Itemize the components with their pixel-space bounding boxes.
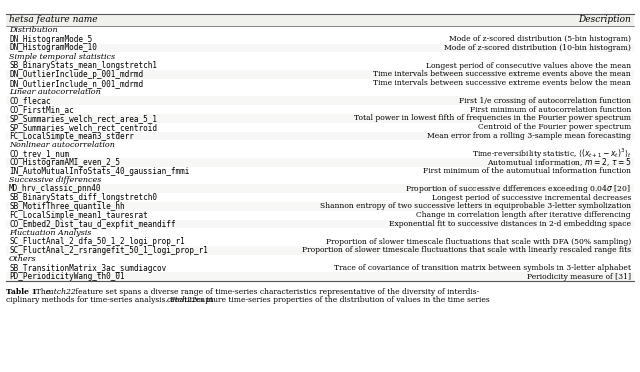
Text: Centroid of the Fourier power spectrum: Centroid of the Fourier power spectrum	[477, 123, 631, 131]
Text: PD_PeriodicityWang_th0_01: PD_PeriodicityWang_th0_01	[9, 272, 125, 281]
Text: ciplinary methods for time-series analysis. Features in: ciplinary methods for time-series analys…	[6, 296, 216, 304]
Bar	[6, 246, 634, 255]
Text: Description: Description	[579, 16, 631, 25]
Text: Linear autocorrelation: Linear autocorrelation	[9, 88, 100, 96]
Text: CO_flecac: CO_flecac	[9, 96, 51, 105]
Bar	[6, 96, 634, 105]
Text: Time intervals between successive extreme events above the mean: Time intervals between successive extrem…	[373, 70, 631, 78]
Text: FC_LocalSimple_mean1_tauresrat: FC_LocalSimple_mean1_tauresrat	[9, 211, 148, 220]
Text: Time intervals between successive extreme events below the mean: Time intervals between successive extrem…	[373, 79, 631, 87]
Text: hetsa feature name: hetsa feature name	[9, 16, 98, 25]
Text: DN_HistogramMode_10: DN_HistogramMode_10	[9, 44, 97, 52]
Text: CO_FirstMin_ac: CO_FirstMin_ac	[9, 105, 74, 114]
Text: CO_HistogramAMI_even_2_5: CO_HistogramAMI_even_2_5	[9, 158, 120, 167]
Text: DN_OutlierInclude_n_001_mdrmd: DN_OutlierInclude_n_001_mdrmd	[9, 79, 143, 88]
Text: Mode of z-scored distribution (5-bin histogram): Mode of z-scored distribution (5-bin his…	[449, 35, 631, 43]
Bar	[6, 202, 634, 211]
Text: Longest period of successive incremental decreases: Longest period of successive incremental…	[431, 193, 631, 202]
Text: Shannon entropy of two successive letters in equiprobable 3-letter symbolization: Shannon entropy of two successive letter…	[320, 202, 631, 211]
Text: Mode of z-scored distribution (10-bin histogram): Mode of z-scored distribution (10-bin hi…	[444, 44, 631, 52]
Text: Simple temporal statistics: Simple temporal statistics	[9, 53, 115, 61]
Text: Exponential fit to successive distances in 2-d embedding space: Exponential fit to successive distances …	[389, 220, 631, 228]
Text: Proportion of successive differences exceeding 0.04$\sigma$ [20]: Proportion of successive differences exc…	[405, 183, 631, 195]
Text: catch22: catch22	[167, 296, 198, 304]
Text: Table 1: Table 1	[6, 288, 37, 296]
Text: First minimum of autocorrelation function: First minimum of autocorrelation functio…	[470, 106, 631, 113]
Bar	[6, 14, 634, 26]
Text: The: The	[31, 288, 52, 296]
Text: Periodicity measure of [31]: Periodicity measure of [31]	[527, 273, 631, 281]
Text: DN_OutlierInclude_p_001_mdrmd: DN_OutlierInclude_p_001_mdrmd	[9, 70, 143, 79]
Text: First 1/e crossing of autocorrelation function: First 1/e crossing of autocorrelation fu…	[459, 97, 631, 105]
Bar	[6, 114, 634, 123]
Text: feature set spans a diverse range of time-series characteristics representative : feature set spans a diverse range of tim…	[73, 288, 479, 296]
Bar	[6, 44, 634, 52]
Text: SB_TransitionMatrix_3ac_sumdiagcov: SB_TransitionMatrix_3ac_sumdiagcov	[9, 263, 166, 273]
Bar	[6, 158, 634, 167]
Text: Change in correlation length after iterative differencing: Change in correlation length after itera…	[417, 211, 631, 219]
Text: Total power in lowest fifth of frequencies in the Fourier power spectrum: Total power in lowest fifth of frequenci…	[354, 115, 631, 122]
Text: First minimum of the automutual information function: First minimum of the automutual informat…	[423, 167, 631, 175]
Bar	[6, 185, 634, 193]
Text: capture time-series properties of the distribution of values in the time series: capture time-series properties of the di…	[194, 296, 490, 304]
Text: Mean error from a rolling 3-sample mean forecasting: Mean error from a rolling 3-sample mean …	[427, 132, 631, 140]
Text: SP_Summaries_welch_rect_area_5_1: SP_Summaries_welch_rect_area_5_1	[9, 114, 157, 123]
Text: Proportion of slower timescale fluctuations that scale with linearly rescaled ra: Proportion of slower timescale fluctuati…	[302, 246, 631, 254]
Bar	[6, 272, 634, 281]
Text: SC_FluctAnal_2_dfa_50_1_2_logi_prop_r1: SC_FluctAnal_2_dfa_50_1_2_logi_prop_r1	[9, 237, 185, 246]
Text: SB_MotifThree_quantile_hh: SB_MotifThree_quantile_hh	[9, 202, 125, 211]
Text: IN_AutoMutualInfoStats_40_gaussian_fmmi: IN_AutoMutualInfoStats_40_gaussian_fmmi	[9, 167, 189, 176]
Text: Successive differences: Successive differences	[9, 176, 101, 184]
Bar	[6, 70, 634, 79]
Text: Nonlinear autocorrelation: Nonlinear autocorrelation	[9, 141, 115, 149]
Text: Fluctuation Analysis: Fluctuation Analysis	[9, 229, 92, 237]
Text: SB_BinaryStats_diff_longstretch0: SB_BinaryStats_diff_longstretch0	[9, 193, 157, 202]
Text: CO_Embed2_Dist_tau_d_expfit_meandiff: CO_Embed2_Dist_tau_d_expfit_meandiff	[9, 219, 175, 228]
Bar	[6, 219, 634, 228]
Text: MD_hrv_classic_pnn40: MD_hrv_classic_pnn40	[9, 184, 102, 193]
Text: DN_HistogramMode_5: DN_HistogramMode_5	[9, 35, 92, 44]
Text: CO_trev_1_num: CO_trev_1_num	[9, 149, 69, 158]
Text: FC_LocalSimple_mean3_stderr: FC_LocalSimple_mean3_stderr	[9, 131, 134, 141]
Text: SB_BinaryStats_mean_longstretch1: SB_BinaryStats_mean_longstretch1	[9, 61, 157, 70]
Bar	[6, 132, 634, 140]
Text: Longest period of consecutive values above the mean: Longest period of consecutive values abo…	[426, 62, 631, 70]
Text: Trace of covariance of transition matrix between symbols in 3-letter alphabet: Trace of covariance of transition matrix…	[334, 264, 631, 272]
Text: Distribution: Distribution	[9, 26, 58, 34]
Text: catch22: catch22	[46, 288, 77, 296]
Text: Automutual information, $m=2$, $\tau=5$: Automutual information, $m=2$, $\tau=5$	[486, 157, 631, 168]
Text: Others: Others	[9, 255, 36, 263]
Text: SC_FluctAnal_2_rsrangefit_50_1_logi_prop_r1: SC_FluctAnal_2_rsrangefit_50_1_logi_prop…	[9, 246, 208, 255]
Text: SP_Summaries_welch_rect_centroid: SP_Summaries_welch_rect_centroid	[9, 123, 157, 132]
Text: Proportion of slower timescale fluctuations that scale with DFA (50% sampling): Proportion of slower timescale fluctuati…	[326, 238, 631, 246]
Text: Time-reversibility statistic, $\langle(x_{t+1}-x_t)^3\rangle_t$: Time-reversibility statistic, $\langle(x…	[472, 147, 631, 161]
